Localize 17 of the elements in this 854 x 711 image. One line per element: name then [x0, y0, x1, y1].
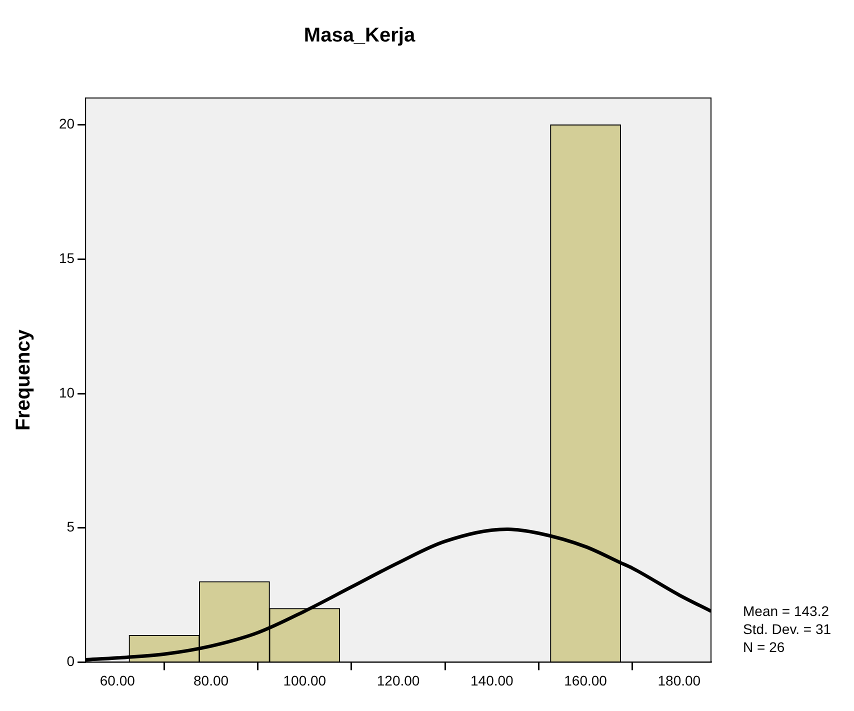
x-tick-label: 180.00 — [658, 672, 701, 688]
y-tick-label: 10 — [58, 384, 75, 400]
chart-title: Masa_Kerja — [304, 24, 416, 47]
y-tick-label: 0 — [66, 653, 75, 670]
y-tick-label: 5 — [66, 518, 75, 535]
x-tick-label: 120.00 — [376, 672, 420, 688]
text: Mean = 143.2 — [743, 603, 830, 620]
text: Std. Dev. = 31 — [743, 621, 832, 638]
x-tick-label: 140.00 — [470, 672, 514, 688]
y-tick-label: 15 — [58, 250, 75, 266]
y-tick-label: 20 — [58, 116, 75, 132]
x-tick-label: 160.00 — [564, 672, 608, 688]
x-tick-label: 60.00 — [100, 672, 136, 688]
y-axis-title: Frequency — [12, 328, 35, 431]
text: N = 26 — [743, 639, 785, 656]
x-tick-label: 80.00 — [194, 672, 229, 688]
x-tick-label: 100.00 — [283, 672, 326, 688]
